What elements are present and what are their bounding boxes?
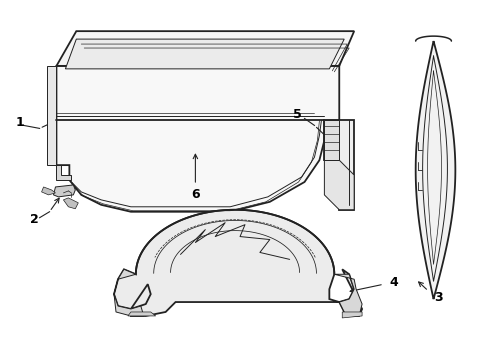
Polygon shape	[56, 31, 354, 66]
Polygon shape	[42, 187, 55, 195]
Polygon shape	[56, 165, 72, 180]
Polygon shape	[114, 210, 362, 316]
Polygon shape	[65, 39, 344, 69]
Polygon shape	[416, 41, 455, 299]
Polygon shape	[114, 269, 144, 316]
Polygon shape	[324, 121, 354, 210]
Polygon shape	[324, 121, 339, 160]
Polygon shape	[63, 198, 78, 209]
Polygon shape	[334, 274, 362, 316]
Text: 4: 4	[390, 276, 398, 289]
Polygon shape	[128, 312, 156, 316]
Polygon shape	[342, 312, 362, 318]
Text: 5: 5	[293, 108, 302, 121]
Polygon shape	[47, 66, 56, 165]
Text: 1: 1	[15, 116, 24, 129]
Text: 3: 3	[434, 291, 443, 303]
Text: 6: 6	[191, 188, 200, 201]
Polygon shape	[324, 160, 354, 210]
Polygon shape	[53, 185, 75, 197]
Text: 2: 2	[30, 213, 39, 226]
Polygon shape	[56, 66, 339, 212]
